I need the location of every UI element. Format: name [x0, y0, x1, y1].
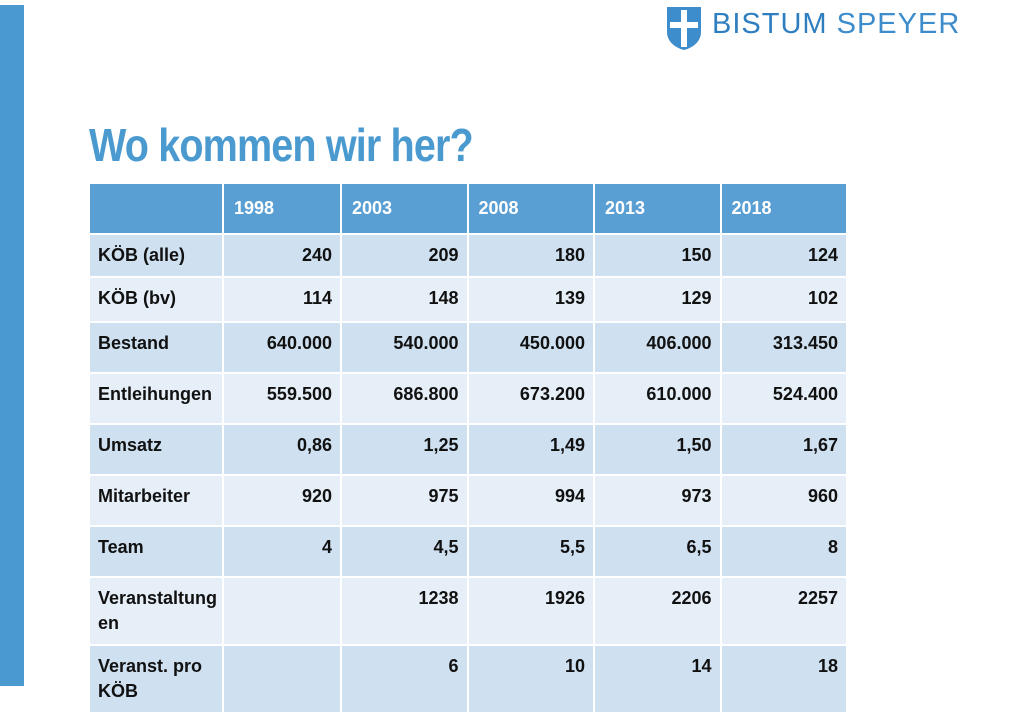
value-cell: 1926: [466, 576, 595, 646]
table-row: Mitarbeiter 920 975 994 973 960: [88, 474, 848, 527]
table-body: KÖB (alle) 240 209 180 150 124 KÖB (bv) 114 148 1…: [88, 233, 848, 714]
row-label: KÖB (alle): [88, 233, 224, 278]
table-row: Veranst. pro KÖB 6 10 14 18: [88, 644, 848, 714]
logo-text-light: SPEYER: [836, 8, 961, 40]
value-cell: 240: [222, 233, 342, 278]
statistics-table: 1998 2003 2008 2013 2018 KÖB (alle) 240 20…: [88, 182, 848, 714]
table-row: KÖB (bv) 114 148 139 129 102: [88, 276, 848, 323]
value-cell: 114: [222, 276, 342, 323]
left-accent-bar: [0, 5, 24, 686]
header-cell: 2008: [466, 182, 595, 235]
value-cell: [222, 576, 342, 646]
value-cell: 6,5: [593, 525, 722, 578]
value-cell: 4: [222, 525, 342, 578]
value-cell: 559.500: [222, 372, 342, 425]
value-cell: 1,67: [719, 423, 848, 476]
value-cell: 975: [340, 474, 469, 527]
value-cell: 209: [340, 233, 469, 278]
logo-text: BISTUM SPEYER: [712, 8, 960, 41]
row-label: Mitarbeiter: [88, 474, 224, 527]
table-header-row: 1998 2003 2008 2013 2018: [88, 182, 848, 235]
value-cell: 14: [593, 644, 722, 714]
value-cell: 129: [593, 276, 722, 323]
row-label: Team: [88, 525, 224, 578]
value-cell: 180: [466, 233, 595, 278]
header-cell: [88, 182, 224, 235]
row-label: Entleihungen: [88, 372, 224, 425]
value-cell: 960: [719, 474, 848, 527]
row-label: Umsatz: [88, 423, 224, 476]
value-cell: 139: [466, 276, 595, 323]
value-cell: 973: [593, 474, 722, 527]
page-title: Wo kommen wir her?: [89, 119, 474, 171]
value-cell: 2206: [593, 576, 722, 646]
value-cell: 102: [719, 276, 848, 323]
value-cell: 450.000: [466, 321, 595, 374]
value-cell: 5,5: [466, 525, 595, 578]
row-label: Veranst. pro KÖB: [88, 644, 224, 714]
value-cell: 10: [466, 644, 595, 714]
value-cell: 640.000: [222, 321, 342, 374]
value-cell: 540.000: [340, 321, 469, 374]
table-row: Umsatz 0,86 1,25 1,49 1,50 1,67: [88, 423, 848, 476]
table-row: Team 4 4,5 5,5 6,5 8: [88, 525, 848, 578]
bistum-speyer-logo: BISTUM SPEYER: [666, 6, 960, 52]
value-cell: 524.400: [719, 372, 848, 425]
value-cell: 313.450: [719, 321, 848, 374]
value-cell: 1,49: [466, 423, 595, 476]
row-label: Bestand: [88, 321, 224, 374]
value-cell: 994: [466, 474, 595, 527]
value-cell: 673.200: [466, 372, 595, 425]
value-cell: 610.000: [593, 372, 722, 425]
value-cell: 150: [593, 233, 722, 278]
row-label: KÖB (bv): [88, 276, 224, 323]
header-cell: 1998: [222, 182, 342, 235]
value-cell: 1,25: [340, 423, 469, 476]
header-cell: 2018: [719, 182, 848, 235]
value-cell: 4,5: [340, 525, 469, 578]
value-cell: 6: [340, 644, 469, 714]
value-cell: 124: [719, 233, 848, 278]
value-cell: 686.800: [340, 372, 469, 425]
value-cell: 1238: [340, 576, 469, 646]
logo-text-bold: BISTUM: [712, 8, 828, 40]
value-cell: 920: [222, 474, 342, 527]
value-cell: 2257: [719, 576, 848, 646]
value-cell: 406.000: [593, 321, 722, 374]
table-row: Veranstaltung en 1238 1926 2206 2257: [88, 576, 848, 646]
table-row: Entleihungen 559.500 686.800 673.200 610.000…: [88, 372, 848, 425]
table-row: Bestand 640.000 540.000 450.000 406.000 313.4…: [88, 321, 848, 374]
header-cell: 2013: [593, 182, 722, 235]
table-row: KÖB (alle) 240 209 180 150 124: [88, 233, 848, 278]
header-cell: 2003: [340, 182, 469, 235]
value-cell: 8: [719, 525, 848, 578]
value-cell: 1,50: [593, 423, 722, 476]
shield-cross-icon: [667, 7, 701, 50]
value-cell: 0,86: [222, 423, 342, 476]
value-cell: 148: [340, 276, 469, 323]
value-cell: 18: [719, 644, 848, 714]
value-cell: [222, 644, 342, 714]
row-label: Veranstaltung en: [88, 576, 224, 646]
